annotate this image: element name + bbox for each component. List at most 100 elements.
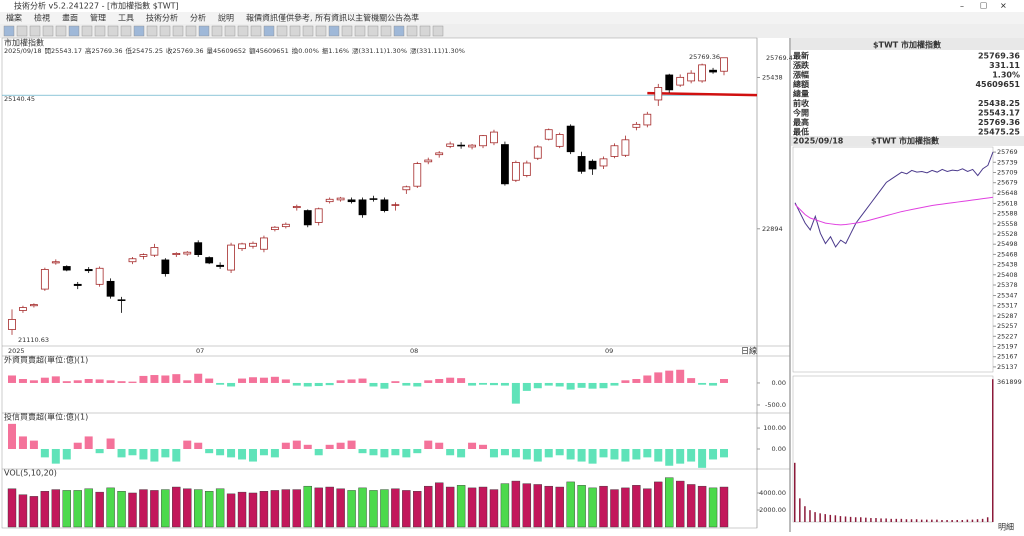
menu-item[interactable]: 工具 bbox=[118, 14, 134, 23]
maximize-button[interactable]: ☐ bbox=[980, 2, 987, 11]
bar bbox=[259, 448, 268, 456]
toolbar-button[interactable] bbox=[224, 25, 236, 37]
menu-item[interactable]: 畫面 bbox=[62, 13, 78, 23]
bar bbox=[205, 378, 214, 383]
toolbar-button[interactable] bbox=[172, 25, 184, 37]
menu-item[interactable]: 檢視 bbox=[34, 13, 50, 23]
candle-body bbox=[391, 204, 400, 206]
toolbar-button[interactable] bbox=[3, 25, 15, 37]
toolbar-button[interactable] bbox=[354, 25, 366, 37]
toolbar-button[interactable] bbox=[16, 25, 28, 37]
y-tick-label: 25558 bbox=[997, 220, 1018, 228]
toolbar-button[interactable] bbox=[263, 25, 275, 37]
y-tick-label: 0.00 bbox=[772, 445, 786, 453]
intraday-volume-bar bbox=[905, 519, 908, 522]
bar bbox=[511, 480, 521, 528]
bar bbox=[259, 491, 269, 528]
toolbar-button[interactable] bbox=[289, 25, 301, 37]
candle-body bbox=[468, 144, 476, 148]
minimize-button[interactable]: – bbox=[960, 2, 964, 11]
toolbar-button[interactable] bbox=[133, 25, 145, 37]
bar bbox=[489, 382, 498, 386]
menu-item[interactable]: 檔案 bbox=[6, 13, 22, 23]
intraday-volume-bar bbox=[966, 519, 969, 522]
intraday-volume-bar bbox=[946, 520, 948, 522]
menu-item[interactable]: 分析 bbox=[190, 13, 206, 23]
bar bbox=[194, 373, 203, 383]
toolbar-button[interactable] bbox=[406, 25, 418, 37]
intraday-date: 2025/09/18 bbox=[793, 137, 844, 146]
bar bbox=[150, 490, 159, 528]
y-tick-label: 25197 bbox=[997, 343, 1018, 351]
toolbar-button[interactable] bbox=[55, 25, 67, 37]
toolbar-button[interactable] bbox=[29, 25, 41, 37]
detail-tab[interactable]: 明細 bbox=[998, 522, 1014, 532]
bar bbox=[40, 448, 49, 458]
toolbar-button[interactable] bbox=[146, 25, 158, 37]
toolbar-button[interactable] bbox=[315, 25, 327, 37]
quote-label: 總量 bbox=[793, 89, 809, 99]
close-button[interactable]: ✕ bbox=[1000, 2, 1007, 11]
toolbar-button[interactable] bbox=[276, 25, 288, 37]
menu-item[interactable]: 管理 bbox=[90, 13, 106, 23]
menu-item[interactable]: 說明 bbox=[218, 13, 234, 23]
intraday-volume-bar bbox=[875, 518, 877, 522]
toolbar-button[interactable] bbox=[250, 25, 262, 37]
intraday-line bbox=[794, 196, 994, 226]
quote-value: 1.30% bbox=[992, 71, 1020, 80]
toolbar-button[interactable] bbox=[94, 25, 106, 37]
toolbar-button[interactable] bbox=[198, 25, 210, 37]
toolbar-button[interactable] bbox=[211, 25, 223, 37]
bar bbox=[643, 488, 652, 528]
bar bbox=[139, 375, 148, 383]
bar bbox=[281, 442, 290, 449]
intraday-volume-bar bbox=[976, 519, 979, 522]
toolbar-button[interactable] bbox=[302, 25, 314, 37]
toolbar-button[interactable] bbox=[367, 25, 379, 37]
intraday-volume-bar bbox=[799, 498, 801, 522]
candle-body bbox=[62, 266, 71, 271]
bar bbox=[478, 486, 488, 528]
bar bbox=[479, 444, 488, 449]
low-label: 21110.63 bbox=[18, 336, 49, 344]
bar bbox=[665, 477, 674, 528]
candle-body bbox=[720, 57, 728, 72]
intraday-volume-bar bbox=[895, 518, 898, 522]
bar bbox=[139, 489, 148, 528]
toolbar-button[interactable] bbox=[68, 25, 80, 37]
menu-item[interactable]: 技術分析 bbox=[146, 13, 178, 23]
bar bbox=[216, 448, 225, 456]
bar bbox=[402, 490, 411, 528]
bar bbox=[325, 382, 334, 386]
toolbar-button[interactable] bbox=[107, 25, 119, 37]
bar bbox=[621, 487, 630, 528]
bar bbox=[183, 380, 192, 383]
toolbar-button[interactable] bbox=[393, 25, 405, 37]
quote-label: 總額 bbox=[793, 79, 809, 89]
y-tick-label: 25769 bbox=[997, 148, 1018, 156]
candle-body bbox=[599, 158, 608, 167]
bar bbox=[665, 448, 674, 466]
candle-body bbox=[424, 159, 433, 163]
toolbar-button[interactable] bbox=[380, 25, 392, 37]
toolbar-button[interactable] bbox=[237, 25, 249, 37]
y-tick-label: 0.00 bbox=[772, 379, 786, 387]
toolbar-button[interactable] bbox=[81, 25, 93, 37]
menu-item[interactable]: 報價資訊僅供參考, 所有資訊以主管機關公告為準 bbox=[246, 13, 419, 23]
toolbar-button[interactable] bbox=[432, 25, 444, 37]
toolbar-button[interactable] bbox=[328, 25, 340, 37]
toolbar-button[interactable] bbox=[120, 25, 132, 37]
toolbar-button[interactable] bbox=[185, 25, 197, 37]
bar bbox=[391, 448, 400, 456]
trend-line[interactable] bbox=[647, 91, 758, 97]
toolbar-button[interactable] bbox=[341, 25, 353, 37]
toolbar-button[interactable] bbox=[159, 25, 171, 37]
toolbar-button[interactable] bbox=[419, 25, 431, 37]
bar bbox=[577, 382, 586, 388]
bar bbox=[676, 448, 685, 464]
bar bbox=[95, 448, 104, 454]
toolbar-button[interactable] bbox=[42, 25, 54, 37]
bar bbox=[632, 485, 641, 528]
bar bbox=[161, 448, 170, 458]
bar bbox=[117, 491, 126, 528]
